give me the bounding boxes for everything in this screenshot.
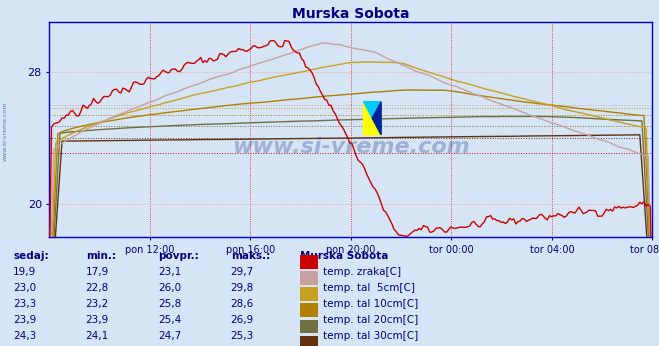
Text: min.:: min.: [86,251,116,261]
Text: 22,8: 22,8 [86,283,109,293]
Bar [300,336,318,346]
Text: 23,1: 23,1 [158,266,181,276]
Text: 29,8: 29,8 [231,283,254,293]
Text: 26,9: 26,9 [231,315,254,325]
Text: 29,7: 29,7 [231,266,254,276]
Title: Murska Sobota: Murska Sobota [292,7,410,21]
Text: 24,7: 24,7 [158,331,181,341]
Text: 19,9: 19,9 [13,266,36,276]
Text: 28,6: 28,6 [231,299,254,309]
Text: 25,3: 25,3 [231,331,254,341]
Text: 25,8: 25,8 [158,299,181,309]
Text: temp. tal 30cm[C]: temp. tal 30cm[C] [323,331,418,341]
Text: www.si-vreme.com: www.si-vreme.com [3,102,8,161]
Text: maks.:: maks.: [231,251,270,261]
Text: temp. tal 20cm[C]: temp. tal 20cm[C] [323,315,418,325]
Bar [300,303,318,317]
Text: povpr.:: povpr.: [158,251,199,261]
Text: sedaj:: sedaj: [13,251,49,261]
Text: 23,0: 23,0 [13,283,36,293]
Polygon shape [372,102,381,135]
Polygon shape [364,102,381,135]
Text: 23,3: 23,3 [13,299,36,309]
Bar [300,271,318,285]
Text: 23,2: 23,2 [86,299,109,309]
Text: www.si-vreme.com: www.si-vreme.com [232,137,470,157]
Bar [300,287,318,301]
Text: temp. tal 10cm[C]: temp. tal 10cm[C] [323,299,418,309]
Bar [300,320,318,333]
Text: 24,1: 24,1 [86,331,109,341]
Bar [300,255,318,268]
Text: 24,3: 24,3 [13,331,36,341]
Polygon shape [364,102,381,135]
Text: 17,9: 17,9 [86,266,109,276]
Text: temp. tal  5cm[C]: temp. tal 5cm[C] [323,283,415,293]
Text: 26,0: 26,0 [158,283,181,293]
Text: 23,9: 23,9 [13,315,36,325]
Text: temp. zraka[C]: temp. zraka[C] [323,266,401,276]
Text: Murska Sobota: Murska Sobota [300,251,388,261]
Text: 25,4: 25,4 [158,315,181,325]
Text: 23,9: 23,9 [86,315,109,325]
